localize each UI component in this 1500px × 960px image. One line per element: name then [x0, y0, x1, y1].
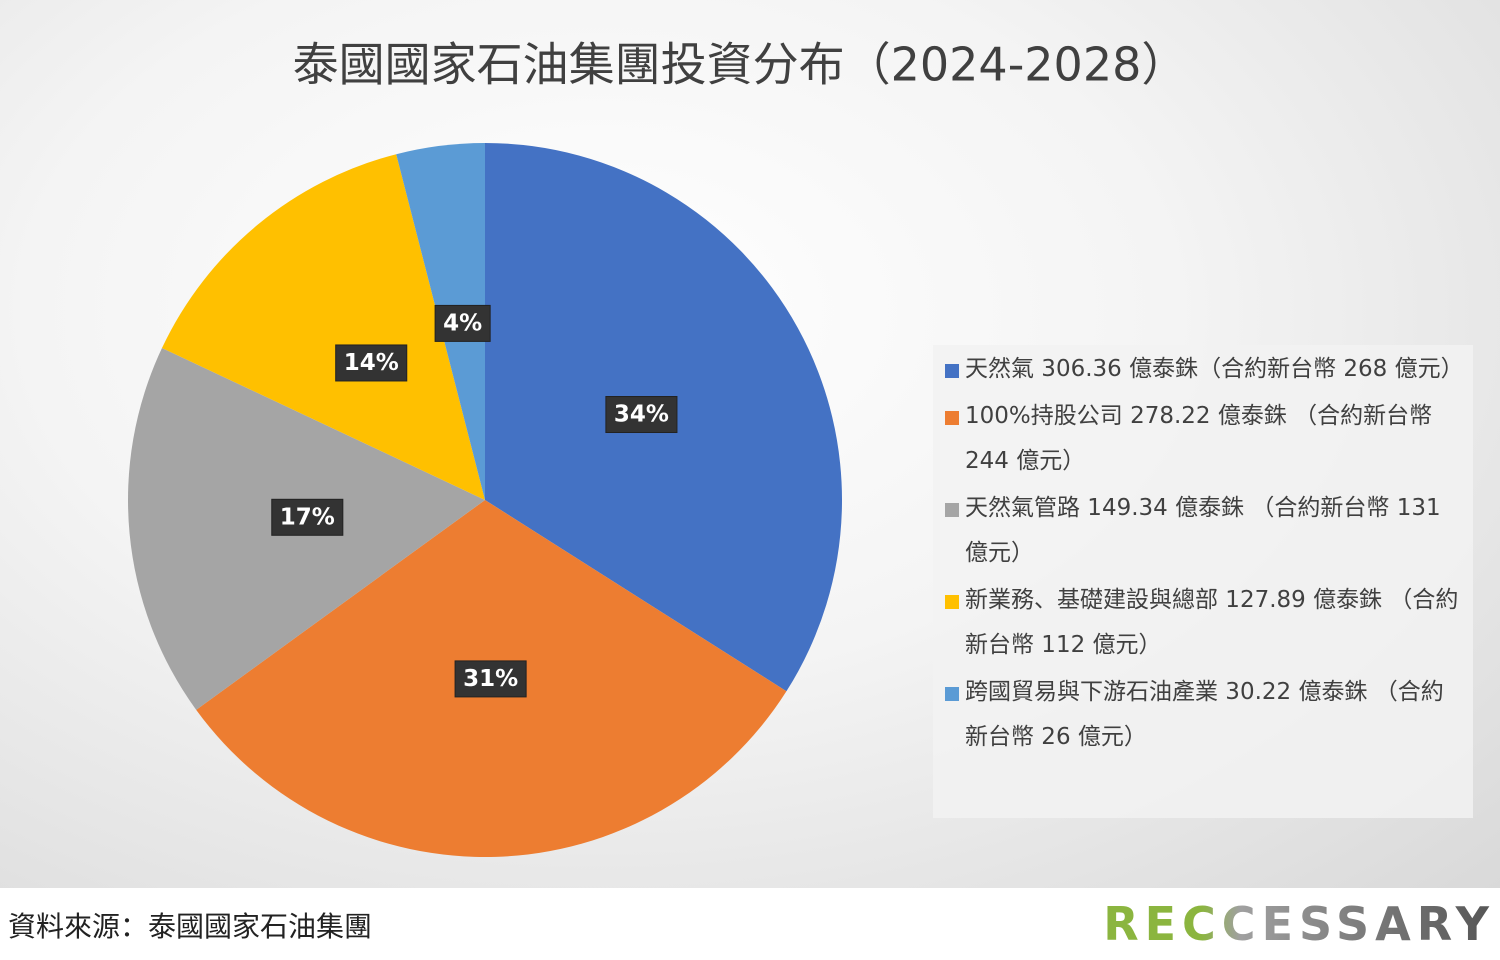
legend-label: 新業務、基礎建設與總部 127.89 億泰銖 （合約新台幣 112 億元） [965, 587, 1459, 658]
brand-logo: RECCESSARY [1103, 897, 1495, 951]
legend: 天然氣 306.36 億泰銖（合約新台幣 268 億元） 100%持股公司 278… [933, 345, 1473, 818]
legend-entry: 天然氣 306.36 億泰銖（合約新台幣 268 億元） [943, 347, 1464, 392]
legend-swatch [945, 687, 959, 701]
legend-entry: 天然氣管路 149.34 億泰銖 （合約新台幣 131 億元） [943, 486, 1463, 576]
data-label-group: 4% [434, 304, 491, 342]
legend-label: 100%持股公司 278.22 億泰銖 （合約新台幣 244 億元） [965, 403, 1433, 474]
data-label: 31% [463, 666, 518, 692]
data-label-box [434, 304, 491, 342]
data-label: 4% [443, 310, 482, 336]
legend-swatch [945, 503, 959, 517]
legend-label: 天然氣 306.36 億泰銖（合約新台幣 268 億元） [965, 356, 1464, 382]
data-label-box [605, 396, 678, 434]
data-label: 14% [344, 350, 399, 376]
pie-slice [161, 154, 485, 500]
data-label-group: 31% [454, 660, 527, 698]
data-label: 34% [614, 402, 669, 428]
legend-label: 天然氣管路 149.34 億泰銖 （合約新台幣 131 億元） [965, 495, 1441, 566]
legend-entry: 新業務、基礎建設與總部 127.89 億泰銖 （合約新台幣 112 億元） [943, 578, 1463, 668]
legend-entry: 跨國貿易與下游石油產業 30.22 億泰銖 （合約新台幣 26 億元） [943, 670, 1463, 760]
legend-label: 跨國貿易與下游石油產業 30.22 億泰銖 （合約新台幣 26 億元） [965, 679, 1444, 750]
chart-title: 泰國國家石油集團投資分布（2024-2028） [293, 38, 1188, 92]
legend-swatch [945, 595, 959, 609]
data-label-group: 14% [335, 344, 408, 382]
source-note: 資料來源：泰國國家石油集團 [8, 910, 373, 943]
data-label-group: 17% [271, 498, 344, 536]
data-label-group: 34% [605, 396, 678, 434]
chart-area: 泰國國家石油集團投資分布（2024-2028） 34% 31% 17% 14% 4% 天… [0, 0, 1500, 888]
data-label: 17% [280, 504, 335, 530]
legend-swatch [945, 411, 959, 425]
data-label-box [454, 660, 527, 698]
data-label-box [335, 344, 408, 382]
legend-entry: 100%持股公司 278.22 億泰銖 （合約新台幣 244 億元） [943, 394, 1463, 484]
legend-swatch [945, 364, 959, 378]
chart: 泰國國家石油集團投資分布（2024-2028） 34% 31% 17% 14% 4% [128, 38, 1188, 858]
data-label-box [271, 498, 344, 536]
